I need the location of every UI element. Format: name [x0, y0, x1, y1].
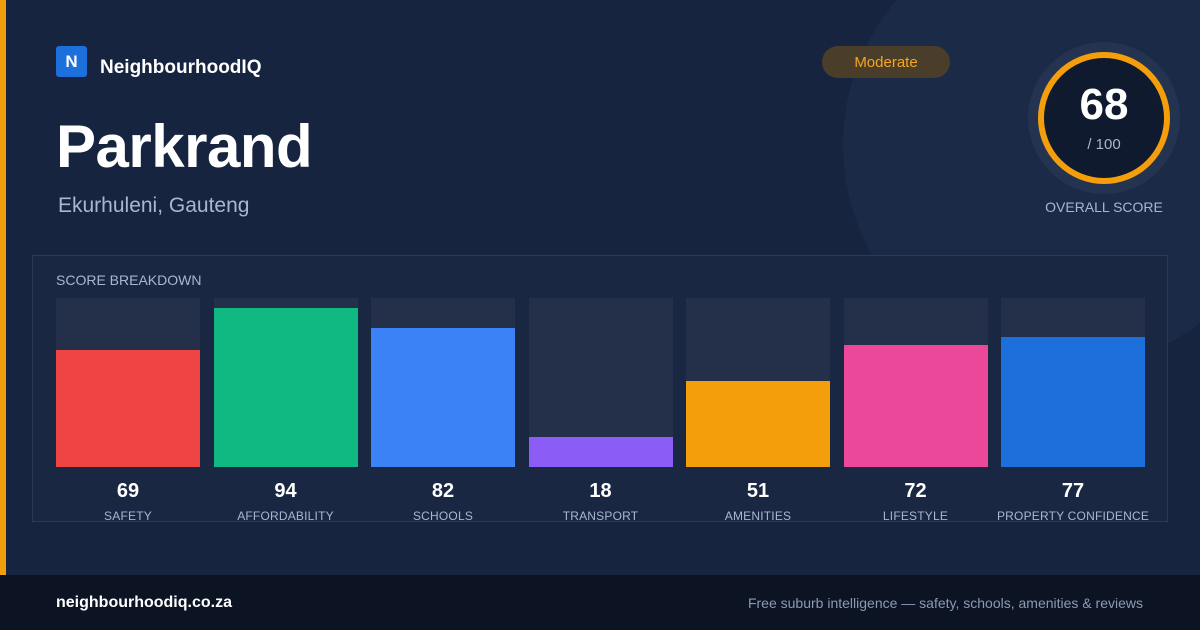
overall-score-label: OVERALL SCORE	[1045, 199, 1163, 215]
footer-url: neighbourhoodiq.co.za	[56, 594, 232, 611]
footer-tagline: Free suburb intelligence — safety, schoo…	[747, 595, 1143, 611]
breakdown-title: SCORE BREAKDOWN	[56, 272, 202, 288]
score-label: PROPERTY CONFIDENCE	[996, 509, 1150, 523]
score-value: 69	[116, 480, 140, 502]
score-label: AFFORDABILITY	[237, 509, 334, 523]
score-label: LIFESTYLE	[882, 509, 949, 523]
score-bar-track	[686, 298, 830, 467]
score-bar	[528, 437, 673, 467]
share-card: N NeighbourhoodIQ Parkrand Ekurhuleni, G…	[0, 0, 1180, 575]
score-value: 77	[1061, 480, 1085, 502]
overall-score-dial: 68 / 100	[1038, 52, 1170, 184]
score-bar	[686, 381, 830, 467]
score-bar-track	[213, 298, 358, 467]
score-bar	[213, 308, 358, 467]
score-label: AMENITIES	[724, 509, 792, 523]
accent-bar	[0, 0, 6, 575]
rating-badge: Moderate	[822, 46, 950, 78]
score-bar	[843, 345, 988, 467]
overall-score-ring: 68 / 100	[1028, 42, 1180, 194]
suburb-title: Parkrand	[56, 113, 313, 180]
score-bar	[1001, 337, 1145, 467]
overall-score-max: / 100	[1087, 136, 1121, 153]
footer: neighbourhoodiq.co.za Free suburb intell…	[0, 575, 1200, 630]
score-value: 94	[274, 480, 297, 502]
score-value: 72	[904, 480, 927, 502]
score-label: TRANSPORT	[562, 509, 639, 523]
score-label: SCHOOLS	[412, 509, 474, 523]
score-bar-track	[843, 298, 988, 467]
overall-score-value: 68	[1079, 80, 1129, 129]
logo-icon: N	[56, 46, 87, 77]
score-breakdown-panel: SCORE BREAKDOWN 69 SAFETY 94 AFFORDABILITY 8…	[32, 255, 1168, 523]
score-bar-track	[56, 298, 200, 467]
score-label: SAFETY	[104, 509, 152, 523]
score-value: 82	[431, 480, 455, 502]
score-bar	[56, 350, 200, 467]
score-bar	[371, 328, 515, 467]
score-bar-track	[528, 298, 673, 467]
score-bar-track	[1001, 298, 1145, 467]
brand-name: NeighbourhoodIQ	[100, 57, 262, 78]
suburb-location: Ekurhuleni, Gauteng	[58, 194, 250, 217]
score-value: 51	[746, 480, 770, 502]
score-value: 18	[589, 480, 612, 502]
score-bar-track	[371, 298, 515, 467]
